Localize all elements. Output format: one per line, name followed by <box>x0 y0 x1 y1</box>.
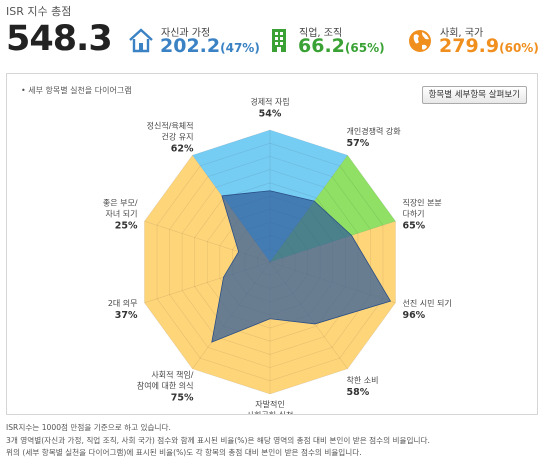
axis-label: 개인경쟁력 강화 <box>347 126 402 136</box>
axis-value-label: 96% <box>402 310 425 321</box>
data-polygon <box>211 190 392 343</box>
axis-label: 2대 의무 <box>108 298 138 308</box>
axis-label: 참여에 대한 의식 <box>137 381 194 391</box>
axis-label: 건강 유지 <box>161 131 193 141</box>
axis-label: 좋은 부모/ <box>103 198 138 207</box>
grid-ring <box>169 156 371 368</box>
grid-ring <box>144 129 396 395</box>
category-label: 직업, 조직 <box>299 28 343 39</box>
axis-value-label: 57% <box>347 138 370 149</box>
axis-label: 선진 시민 되기 <box>402 298 451 308</box>
radar-panel: • 세부 항목별 실천을 다이어그램 항목별 세부항목 살펴보기 경제적 자립 5… <box>6 73 538 415</box>
axis-label: 경제적 자립 <box>250 97 289 107</box>
grid-ring <box>181 169 359 355</box>
axis-label: 자발적인 <box>255 399 284 409</box>
axis-label: 자녀 되기 <box>106 209 138 218</box>
footnote-line: 위의 (세부 항목별 실천을 다이어그램)에 표시된 비율(%)도 각 항목의 … <box>6 448 362 457</box>
axis-label: 다하기 <box>402 208 424 218</box>
category-label: 자신과 가정 <box>161 28 211 39</box>
building-icon <box>272 29 286 52</box>
axis-label: 사회공헌 실천 <box>247 410 294 414</box>
category-score: 66.2(65%) <box>298 35 385 57</box>
footnote-line: 3개 영역별(자신과 가정, 직업 조직, 사회 국가) 점수와 함께 표시된 … <box>6 435 430 445</box>
axis-value-label: 58% <box>347 387 370 398</box>
view-detail-button[interactable]: 항목별 세부항목 살펴보기 <box>421 86 527 104</box>
axis-value-label: 54% <box>259 109 282 120</box>
category-score: 202.2(47%) <box>160 35 260 57</box>
category-score: 279.9(60%) <box>439 35 539 57</box>
footnotes: ISR지수는 1000점 만점을 기준으로 하고 있습니다. 3개 영역별(자신… <box>6 422 542 460</box>
category-label: 사회, 국가 <box>440 28 484 39</box>
axis-label: 착한 소비 <box>347 376 379 385</box>
grid-ring <box>156 142 384 382</box>
footnote-line: ISR지수는 1000점 만점을 기준으로 하고 있습니다. <box>6 423 171 432</box>
isr-title: ISR 지수 총점 <box>6 5 72 18</box>
axis-value-label: 62% <box>171 143 194 154</box>
axis-value-label: 65% <box>402 220 425 231</box>
panel-title: • 세부 항목별 실천을 다이어그램 <box>21 86 132 95</box>
axis-value-label: 25% <box>115 220 138 231</box>
house-icon <box>129 28 153 53</box>
axis-label: 사회적 책임/ <box>151 370 193 380</box>
isr-total-score: 548.3 <box>6 19 113 59</box>
axis-label: 정신적/육체적 <box>147 120 194 130</box>
axis-value-label: 37% <box>115 310 138 321</box>
axis-label: 직장인 본분 <box>402 197 441 207</box>
globe-icon <box>409 30 431 52</box>
axis-value-label: 75% <box>171 393 194 404</box>
